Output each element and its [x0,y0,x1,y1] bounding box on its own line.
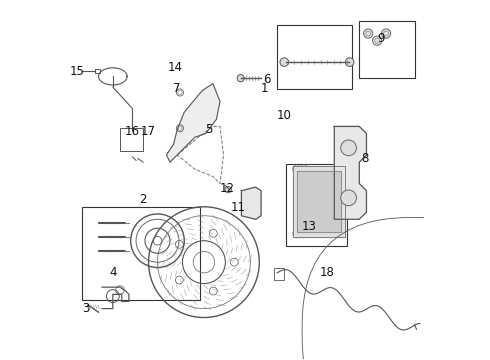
Bar [277,24,352,89]
Text: 13: 13 [302,220,317,233]
Text: 3: 3 [82,302,90,315]
Text: 15: 15 [70,64,85,77]
Bar [82,207,200,300]
Text: 16: 16 [125,125,140,138]
Text: 4: 4 [109,266,117,279]
Text: 7: 7 [173,82,181,95]
Polygon shape [334,126,367,219]
Circle shape [381,29,391,38]
Text: 11: 11 [230,201,245,214]
Bar [359,21,415,78]
Text: 12: 12 [220,183,235,195]
Text: 5: 5 [206,123,213,136]
Text: 2: 2 [140,193,147,206]
Text: 18: 18 [319,266,335,279]
Bar [286,164,347,246]
Polygon shape [167,84,220,162]
Circle shape [345,58,354,66]
Text: 8: 8 [361,152,368,165]
Circle shape [341,140,356,156]
Text: 1: 1 [261,82,269,95]
Polygon shape [297,171,342,232]
Circle shape [237,75,245,82]
Text: 9: 9 [377,32,385,45]
Text: 10: 10 [277,109,292,122]
Polygon shape [293,166,345,237]
Circle shape [341,190,356,206]
Circle shape [372,36,382,45]
Text: 6: 6 [263,73,270,86]
Circle shape [225,186,231,193]
Polygon shape [242,187,261,219]
Circle shape [280,58,289,66]
Text: 17: 17 [141,125,156,138]
Text: 14: 14 [168,61,183,74]
Circle shape [364,29,373,38]
